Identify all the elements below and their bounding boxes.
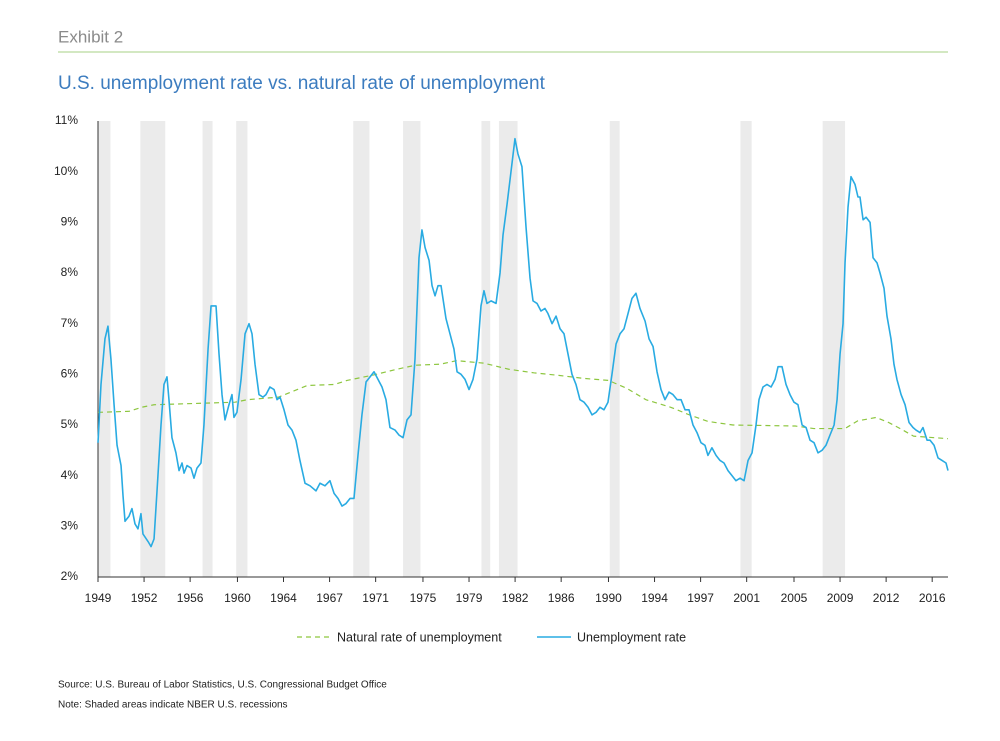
x-tick-label: 1975: [410, 591, 437, 605]
x-tick-label: 1971: [362, 591, 389, 605]
x-tick-label: 1982: [502, 591, 529, 605]
y-tick-label: 10%: [54, 164, 78, 178]
x-tick-label: 2005: [781, 591, 808, 605]
y-tick-label: 9%: [61, 215, 79, 229]
x-tick-label: 1990: [595, 591, 622, 605]
y-tick-label: 5%: [61, 417, 79, 431]
chart-title: U.S. unemployment rate vs. natural rate …: [58, 73, 546, 94]
legend-label: Natural rate of unemployment: [337, 630, 502, 644]
exhibit-label: Exhibit 2: [58, 27, 123, 46]
series-line: [97, 360, 949, 440]
recession-band: [740, 121, 752, 577]
y-tick-label: 4%: [61, 468, 79, 482]
x-tick-label: 1979: [456, 591, 483, 605]
x-tick-label: 1986: [548, 591, 575, 605]
x-tick-label: 1997: [687, 591, 714, 605]
x-tick-label: 1949: [85, 591, 112, 605]
x-tick-label: 1994: [641, 591, 668, 605]
x-tick-label: 2016: [919, 591, 946, 605]
y-tick-label: 11%: [55, 113, 78, 127]
x-tick-label: 2009: [827, 591, 854, 605]
recession-band: [353, 121, 370, 577]
y-tick-label: 3%: [61, 519, 79, 533]
x-tick-label: 2012: [873, 591, 900, 605]
y-tick-label: 2%: [61, 569, 79, 583]
recession-band: [403, 121, 421, 577]
recession-note: Note: Shaded areas indicate NBER U.S. re…: [58, 700, 288, 711]
recession-band: [822, 121, 846, 577]
x-tick-label: 2001: [733, 591, 760, 605]
x-tick-label: 1960: [224, 591, 251, 605]
recession-band: [140, 121, 166, 577]
x-tick-label: 1967: [316, 591, 343, 605]
y-tick-label: 8%: [61, 265, 79, 279]
x-tick-label: 1964: [270, 591, 297, 605]
y-tick-label: 6%: [61, 367, 79, 381]
source-note: Source: U.S. Bureau of Labor Statistics,…: [58, 680, 387, 691]
recession-band: [236, 121, 248, 577]
x-tick-label: 1956: [177, 591, 204, 605]
series-line: [97, 137, 949, 548]
legend-label: Unemployment rate: [577, 630, 686, 644]
x-tick-label: 1952: [131, 591, 158, 605]
recession-band: [481, 121, 491, 577]
y-tick-label: 7%: [61, 316, 79, 330]
